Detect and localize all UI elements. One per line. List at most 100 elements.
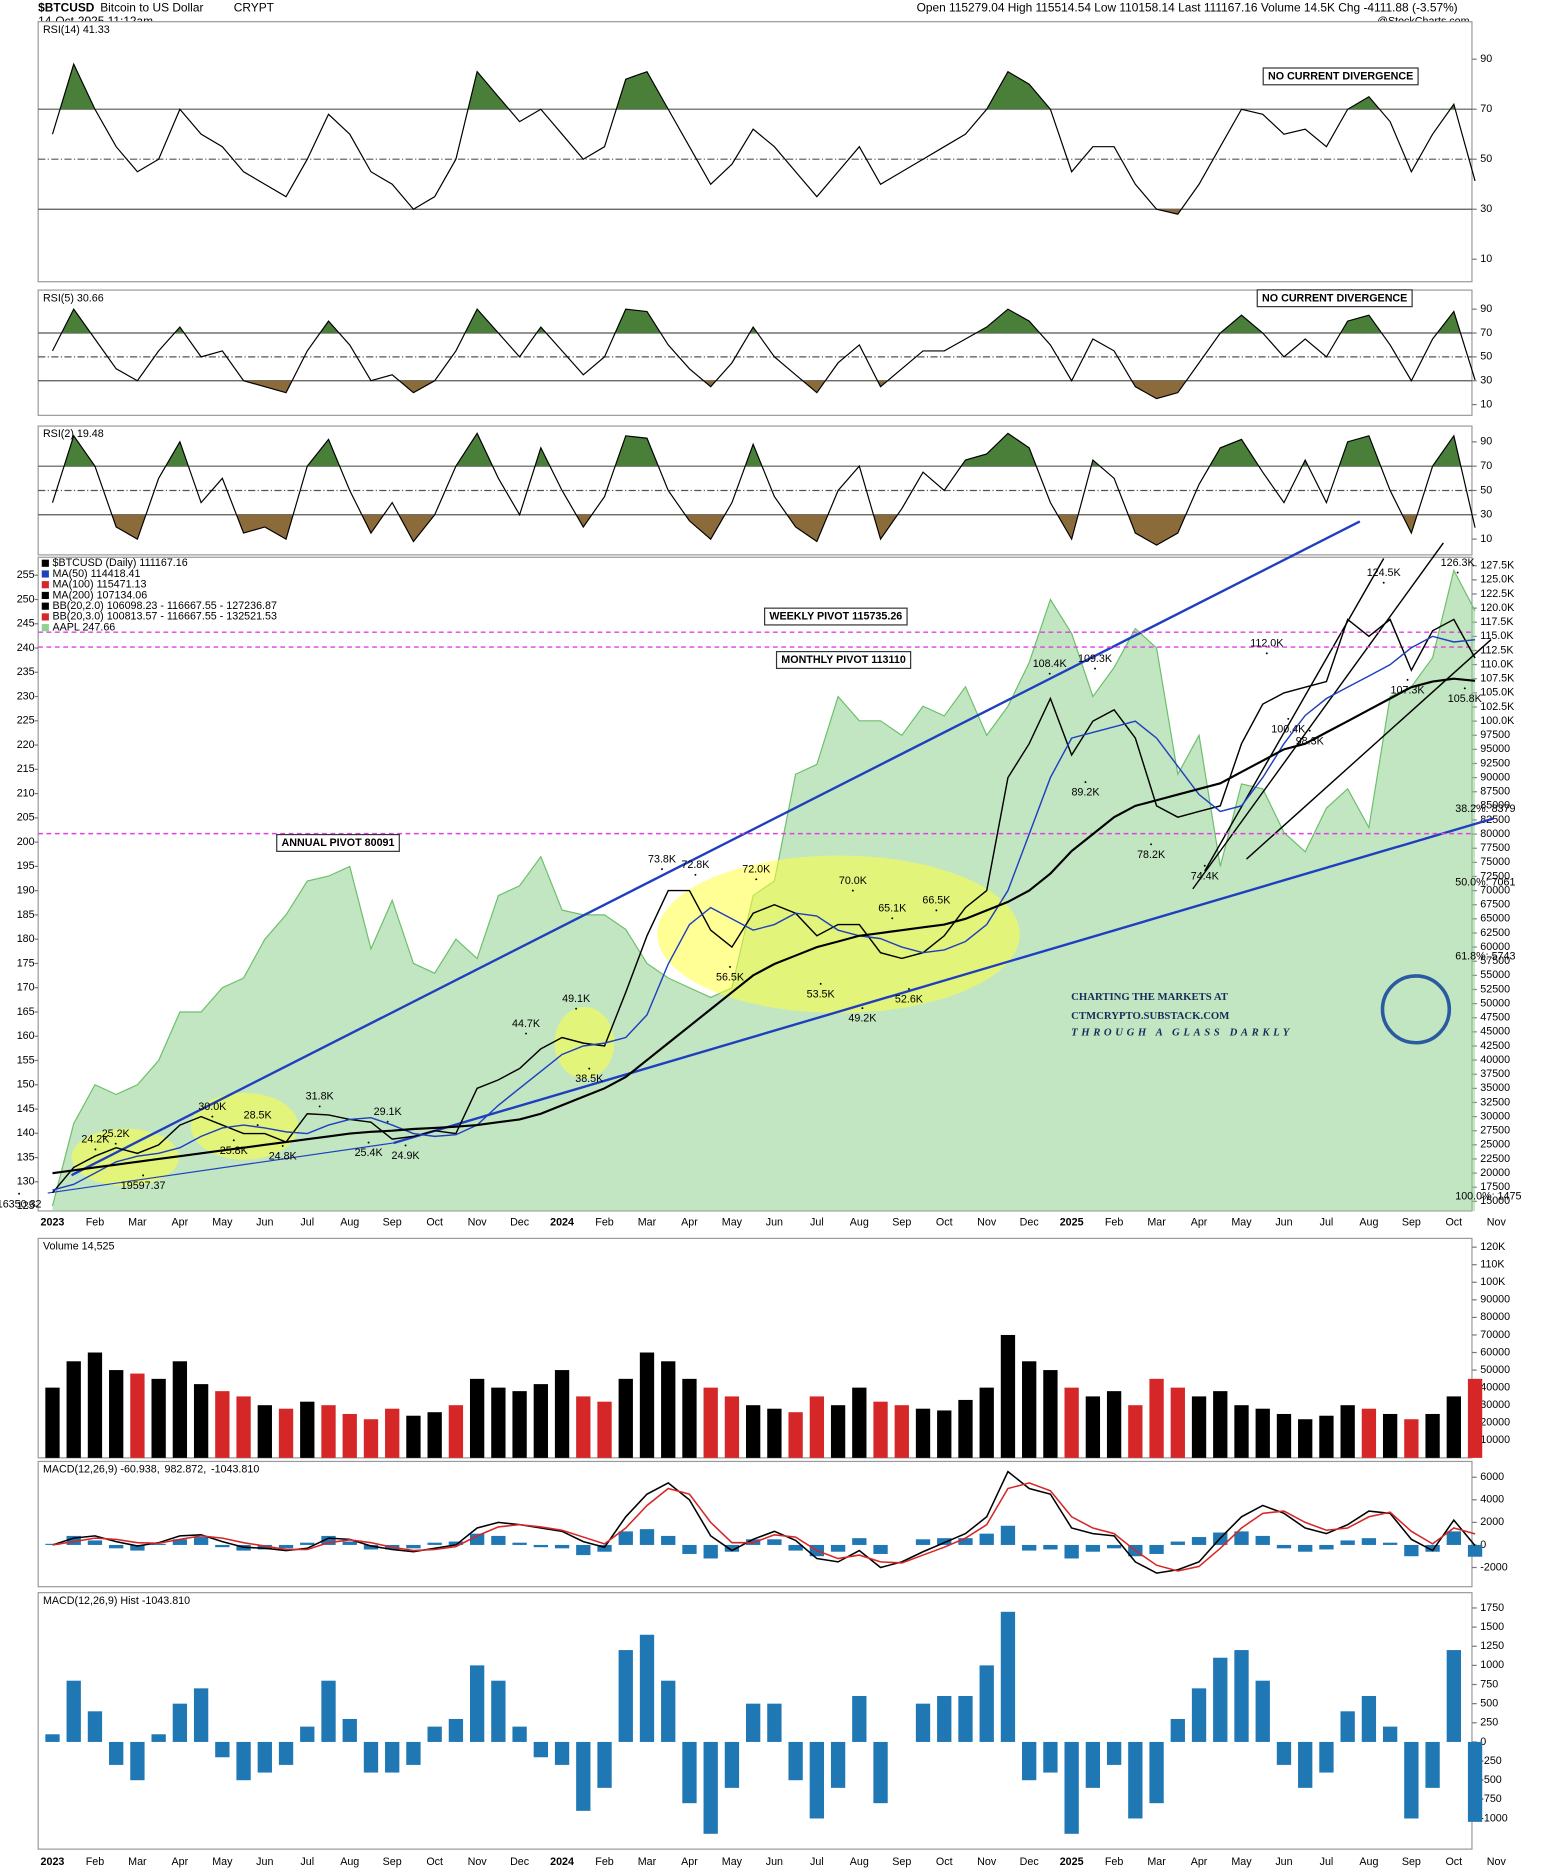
x-tick-label: Aug — [850, 1217, 869, 1229]
price-label-point — [1094, 667, 1096, 670]
price-label: 53.5K — [807, 988, 836, 1000]
price-label: 49.1K — [562, 993, 591, 1005]
histogram-bar — [469, 1533, 485, 1545]
price-label: 73.8K — [648, 853, 677, 865]
legend-label: AAPL 247.66 — [52, 621, 115, 633]
bar — [512, 1726, 527, 1742]
price-label-point — [819, 982, 822, 985]
bar — [1425, 1741, 1440, 1788]
price-label: 25.4K — [355, 1147, 384, 1159]
histogram-bar — [1319, 1544, 1334, 1550]
price-label-point — [1287, 717, 1290, 720]
y-tick-label: 107.5K — [1480, 673, 1515, 685]
y-tick-label: 255 — [17, 569, 35, 581]
bar — [1064, 1387, 1079, 1458]
x-tick-label: Aug — [340, 1217, 359, 1229]
price-label: 19597.37 — [121, 1180, 166, 1192]
exchange: CRYPT — [234, 1, 274, 15]
legend-swatch — [41, 602, 49, 610]
histogram-bar — [87, 1540, 103, 1545]
price-label-point — [1406, 678, 1409, 681]
bar — [1340, 1405, 1355, 1458]
price-label: 24.9K — [392, 1150, 421, 1162]
y-tick-label: 67500 — [1480, 899, 1510, 911]
legend-swatch — [41, 613, 49, 621]
bar — [724, 1396, 740, 1458]
annotation: NO CURRENT DIVERGENCE — [1268, 70, 1413, 82]
y-tick-label: 80000 — [1480, 828, 1510, 840]
y-tick-label: 10 — [1480, 533, 1492, 545]
bar — [1361, 1696, 1377, 1742]
bar — [427, 1726, 442, 1742]
y-tick-label: 52500 — [1480, 983, 1510, 995]
x-tick-label: Oct — [1445, 1856, 1462, 1868]
x-tick-label: Feb — [86, 1217, 105, 1229]
price-label-point — [142, 1174, 145, 1177]
histogram-bar — [1064, 1544, 1079, 1559]
bar — [257, 1741, 272, 1773]
price-label-point — [1084, 781, 1087, 784]
x-tick-label: Jul — [1320, 1856, 1334, 1868]
x-tick-label: Aug — [1359, 1856, 1378, 1868]
y-tick-label: 30000 — [1480, 1399, 1510, 1411]
y-tick-label: 47500 — [1480, 1012, 1510, 1024]
y-tick-label: 1250 — [1480, 1640, 1504, 1652]
x-tick-label: Sep — [383, 1856, 402, 1868]
x-tick-label: Feb — [1105, 1217, 1124, 1229]
bar — [363, 1419, 379, 1458]
histogram-bar — [724, 1544, 740, 1552]
y-tick-label: 190 — [17, 884, 35, 896]
bar — [109, 1741, 124, 1765]
y-tick-label: 30 — [1480, 375, 1492, 387]
y-tick-label: 50 — [1480, 153, 1492, 165]
y-tick-label: 90 — [1480, 303, 1492, 315]
x-tick-label: 2024 — [550, 1856, 574, 1868]
bar — [1064, 1741, 1079, 1834]
histogram-bar — [661, 1535, 676, 1545]
y-tick-label: 80000 — [1480, 1311, 1510, 1323]
highlight-ellipse — [657, 855, 1020, 1013]
bar — [1340, 1711, 1355, 1742]
y-tick-label: 75000 — [1480, 856, 1510, 868]
y-tick-label: 230 — [17, 690, 35, 702]
x-tick-label: Nov — [977, 1217, 997, 1229]
y-tick-label: 0 — [1480, 1736, 1486, 1748]
x-tick-label: Oct — [426, 1856, 443, 1868]
y-tick-label: 1500 — [1480, 1621, 1504, 1633]
bar — [300, 1726, 315, 1742]
bar — [1149, 1741, 1164, 1804]
bar — [1319, 1741, 1334, 1773]
price-label: 70.0K — [839, 875, 868, 887]
x-tick-label: Jun — [1275, 1856, 1292, 1868]
x-tick-label: Nov — [977, 1856, 997, 1868]
x-tick-label: Mar — [128, 1217, 147, 1229]
quote: Open 115279.04 High 115514.54 Low 110158… — [917, 1, 1458, 15]
bar — [1276, 1413, 1292, 1458]
bar — [533, 1741, 548, 1758]
price-label: 25.2K — [102, 1128, 131, 1140]
x-tick-label: Jul — [300, 1217, 314, 1229]
y-tick-label: 90000 — [1480, 1294, 1510, 1306]
annotation: NO CURRENT DIVERGENCE — [1262, 292, 1407, 304]
price-label-point — [404, 1144, 407, 1147]
y-tick-label: 90 — [1480, 53, 1492, 65]
bar — [554, 1741, 570, 1765]
legend-label: BB(20,2.0) 106098.23 - 116667.55 - 12723… — [52, 600, 277, 612]
x-tick-label: Sep — [1402, 1856, 1421, 1868]
x-tick-label: Apr — [172, 1856, 189, 1868]
y-tick-label: 90 — [1480, 436, 1492, 448]
y-tick-label: 27500 — [1480, 1125, 1510, 1137]
price-label-point — [281, 1145, 284, 1147]
x-tick-label: 2023 — [41, 1217, 65, 1229]
bar — [385, 1408, 400, 1458]
bar — [788, 1741, 803, 1781]
rsi-line — [51, 62, 1476, 215]
x-tick-label: Oct — [936, 1217, 953, 1229]
price-label-point — [588, 1067, 591, 1070]
bar — [87, 1711, 103, 1742]
y-tick-label: 90000 — [1480, 771, 1510, 783]
y-tick-label: 102.5K — [1480, 701, 1515, 713]
y-tick-label: 240 — [17, 642, 35, 654]
histogram-bar — [597, 1544, 612, 1552]
y-tick-label: 30000 — [1480, 1110, 1510, 1122]
